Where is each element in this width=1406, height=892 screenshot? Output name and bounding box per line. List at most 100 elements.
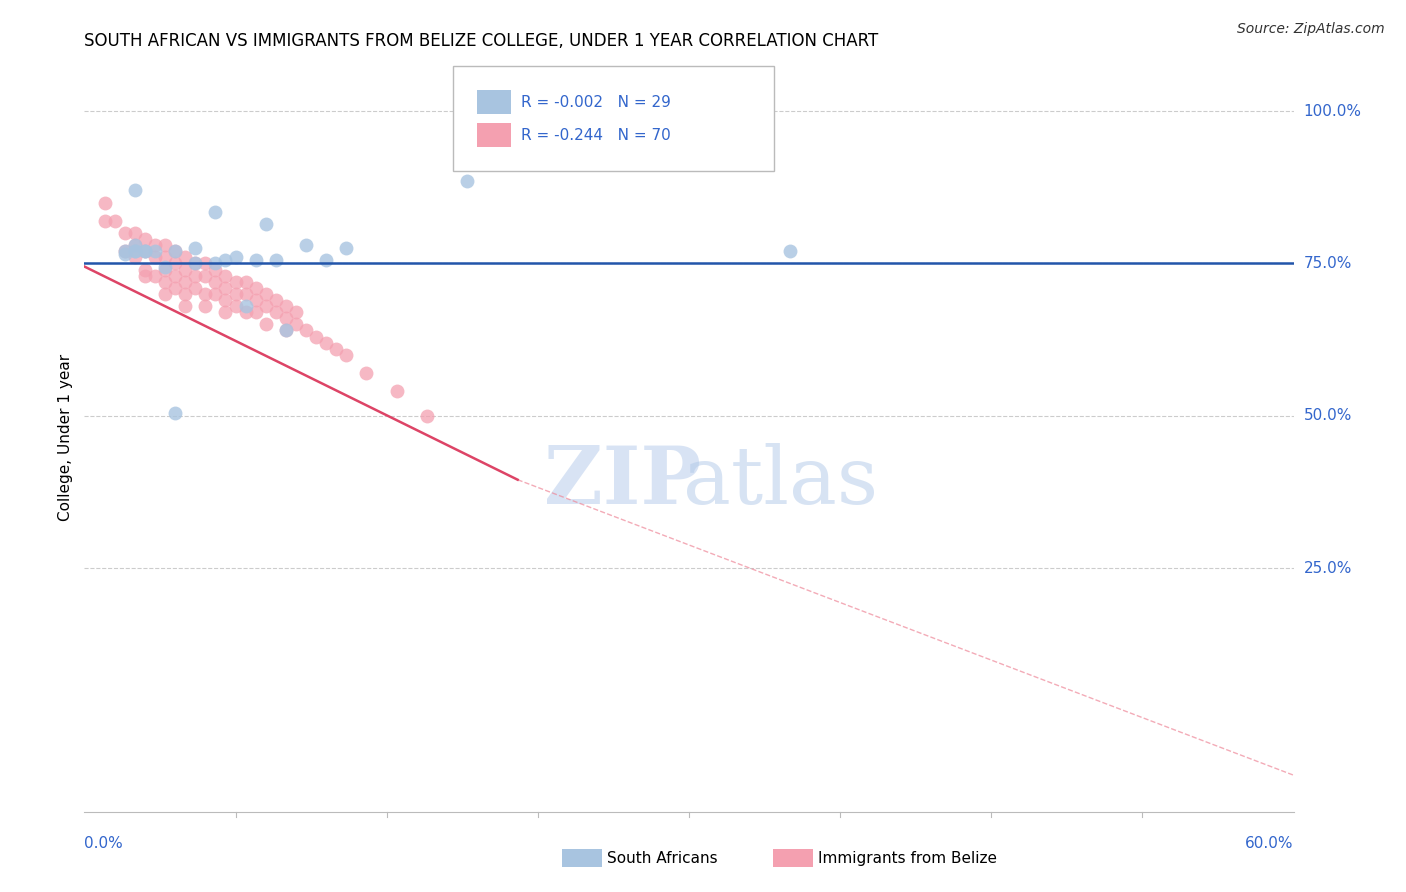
Point — [254, 287, 277, 301]
Point — [124, 238, 146, 252]
Point — [225, 251, 247, 265]
Point — [153, 262, 176, 277]
Point — [184, 256, 207, 270]
Point — [194, 256, 217, 270]
Point — [184, 281, 207, 295]
Point — [325, 342, 347, 356]
Point — [245, 293, 267, 307]
Point — [114, 247, 136, 261]
Point — [174, 287, 197, 301]
Point — [456, 174, 478, 188]
Point — [235, 305, 257, 319]
Text: 75.0%: 75.0% — [1303, 256, 1353, 271]
Point — [214, 281, 236, 295]
Point — [143, 251, 166, 265]
Point — [285, 305, 308, 319]
Point — [143, 244, 166, 259]
Text: SOUTH AFRICAN VS IMMIGRANTS FROM BELIZE COLLEGE, UNDER 1 YEAR CORRELATION CHART: SOUTH AFRICAN VS IMMIGRANTS FROM BELIZE … — [84, 32, 879, 50]
Point — [235, 275, 257, 289]
Point — [356, 366, 378, 380]
Text: 0.0%: 0.0% — [84, 836, 124, 851]
Point — [225, 299, 247, 313]
Point — [779, 244, 801, 259]
Point — [315, 335, 337, 350]
Point — [93, 214, 115, 228]
Point — [225, 275, 247, 289]
Point — [305, 329, 328, 343]
Point — [124, 244, 146, 259]
FancyBboxPatch shape — [478, 90, 512, 114]
Point — [245, 253, 267, 268]
Point — [214, 268, 236, 283]
Point — [274, 311, 297, 326]
Point — [194, 268, 217, 283]
Point — [114, 244, 136, 259]
Point — [153, 260, 176, 274]
Point — [134, 244, 156, 259]
Point — [385, 384, 408, 399]
Point — [285, 318, 308, 332]
Point — [184, 268, 207, 283]
Text: R = -0.002   N = 29: R = -0.002 N = 29 — [520, 95, 671, 110]
Point — [194, 299, 217, 313]
Point — [93, 195, 115, 210]
Point — [114, 244, 136, 259]
Point — [124, 251, 146, 265]
Point — [153, 251, 176, 265]
Text: 50.0%: 50.0% — [1303, 409, 1353, 424]
Point — [204, 287, 226, 301]
Point — [245, 281, 267, 295]
Point — [134, 232, 156, 246]
Point — [104, 214, 127, 228]
Point — [184, 256, 207, 270]
Point — [143, 268, 166, 283]
Point — [174, 262, 197, 277]
Point — [274, 323, 297, 337]
Point — [254, 318, 277, 332]
Point — [124, 226, 146, 240]
Point — [254, 217, 277, 231]
Point — [295, 323, 318, 337]
Point — [114, 226, 136, 240]
Text: atlas: atlas — [683, 443, 877, 521]
Point — [184, 241, 207, 255]
Point — [274, 323, 297, 337]
Point — [225, 287, 247, 301]
Point — [134, 244, 156, 259]
Text: 60.0%: 60.0% — [1246, 836, 1294, 851]
Point — [245, 305, 267, 319]
Text: 25.0%: 25.0% — [1303, 560, 1353, 575]
Point — [235, 299, 257, 313]
Point — [264, 293, 287, 307]
Point — [124, 183, 146, 197]
Point — [134, 262, 156, 277]
Point — [214, 253, 236, 268]
Point — [315, 253, 337, 268]
Point — [153, 275, 176, 289]
FancyBboxPatch shape — [453, 66, 773, 171]
Point — [274, 299, 297, 313]
FancyBboxPatch shape — [478, 123, 512, 147]
Point — [165, 256, 187, 270]
Point — [335, 241, 357, 255]
Y-axis label: College, Under 1 year: College, Under 1 year — [58, 353, 73, 521]
Text: ZIP: ZIP — [544, 443, 700, 521]
Point — [416, 409, 439, 423]
Point — [165, 244, 187, 259]
Point — [658, 116, 681, 130]
Point — [174, 275, 197, 289]
Point — [254, 299, 277, 313]
Text: R = -0.244   N = 70: R = -0.244 N = 70 — [520, 128, 671, 143]
Text: Immigrants from Belize: Immigrants from Belize — [818, 851, 997, 865]
Point — [264, 305, 287, 319]
Point — [134, 268, 156, 283]
Point — [165, 268, 187, 283]
Point — [214, 305, 236, 319]
Point — [165, 281, 187, 295]
Point — [153, 238, 176, 252]
Point — [214, 293, 236, 307]
Point — [235, 287, 257, 301]
Point — [174, 251, 197, 265]
Point — [295, 238, 318, 252]
Point — [204, 262, 226, 277]
